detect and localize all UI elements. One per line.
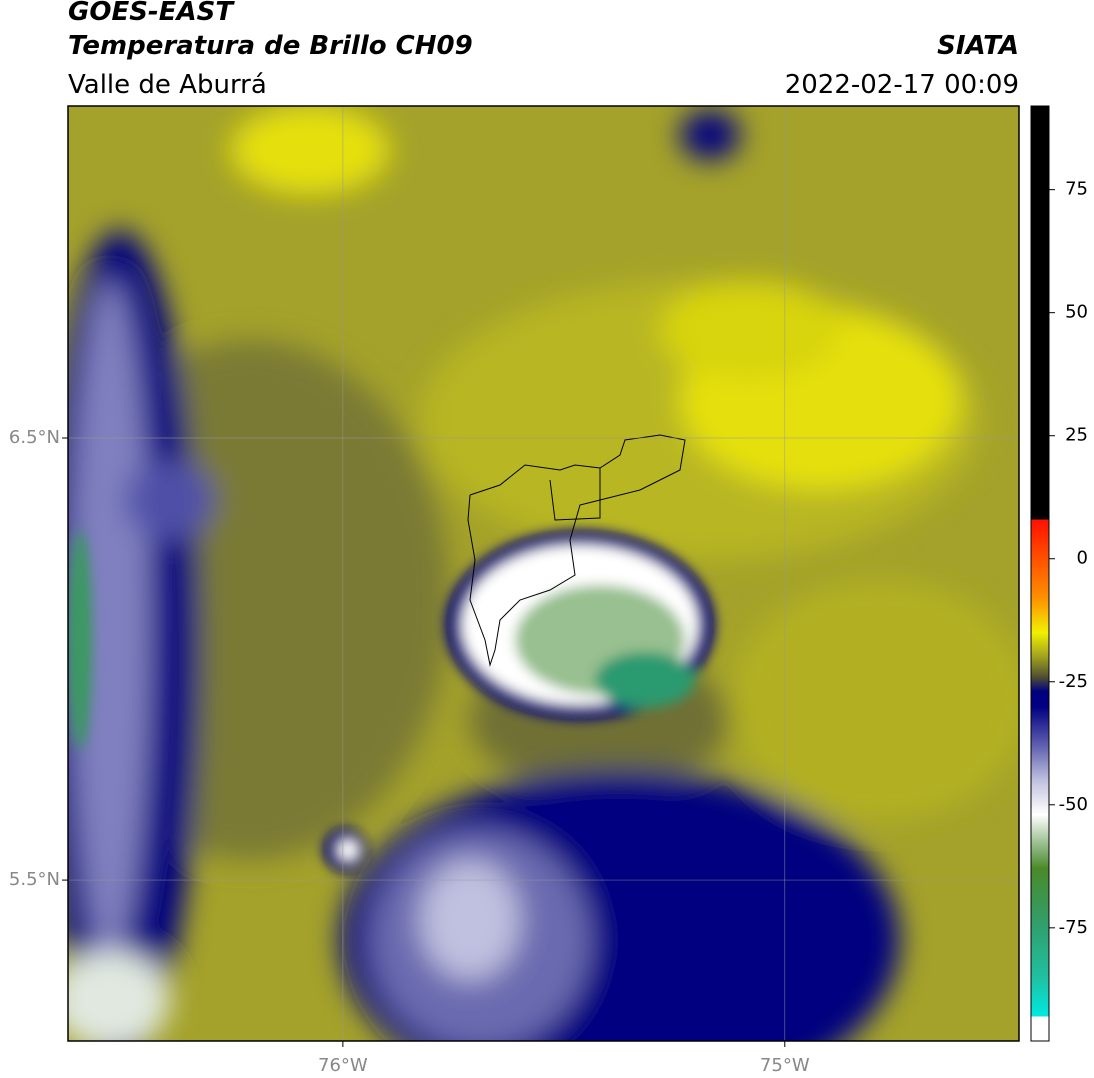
x-tick-label: 75°W [760,1055,810,1076]
satellite-image [68,106,1019,1041]
y-tick-label: 5.5°N [9,869,60,890]
colorbar-tick-label: -50 [1059,794,1088,815]
colorbar-tick-label: -25 [1059,671,1088,692]
agency: SIATA [937,31,1019,61]
map-frame [67,105,1020,1042]
colorbar-tick-label: 75 [1065,179,1088,200]
x-tick-label: 76°W [318,1055,368,1076]
title: Temperatura de Brillo CH09 [68,31,473,61]
satellite: GOES-EAST [68,0,235,27]
datetime: 2022-02-17 00:09 [785,70,1019,100]
y-tick-label: 6.5°N [9,427,60,448]
colorbar [1030,105,1050,1042]
colorbar-tick-label: 0 [1077,548,1088,569]
colorbar-tick-label: 50 [1065,302,1088,323]
colorbar-tick-label: 25 [1065,425,1088,446]
region: Valle de Aburrá [68,70,267,100]
colorbar-tick-label: -75 [1059,917,1088,938]
